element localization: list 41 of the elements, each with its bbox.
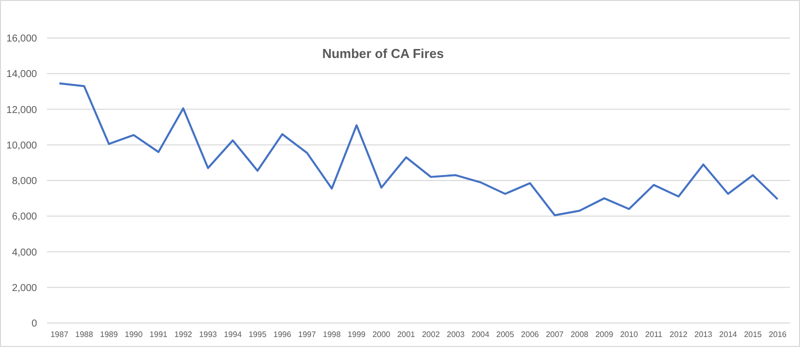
x-tick-label: 1990 xyxy=(124,330,144,339)
x-tick-label: 2003 xyxy=(446,330,466,339)
y-tick-label: 6,000 xyxy=(12,212,38,223)
x-tick-label: 2002 xyxy=(422,330,440,339)
x-tick-label: 1987 xyxy=(50,330,69,339)
x-tick-label: 2008 xyxy=(570,330,589,339)
x-tick-label: 2013 xyxy=(694,330,713,339)
x-tick-label: 1989 xyxy=(100,330,118,339)
x-tick-label: 1993 xyxy=(199,330,218,339)
x-tick-label: 1995 xyxy=(248,330,267,339)
x-tick-label: 2001 xyxy=(397,330,416,339)
y-tick-label: 8,000 xyxy=(12,176,38,187)
y-tick-label: 14,000 xyxy=(6,69,38,80)
y-tick-label: 4,000 xyxy=(12,247,38,258)
x-tick-label: 2006 xyxy=(521,330,540,339)
y-tick-label: 10,000 xyxy=(6,140,38,152)
x-tick-label: 1999 xyxy=(348,330,366,339)
x-tick-label: 1992 xyxy=(174,330,193,339)
y-tick-label: 12,000 xyxy=(6,104,38,116)
y-tick-label: 16,000 xyxy=(6,34,38,44)
x-tick-label: 2014 xyxy=(719,330,738,339)
x-tick-label: 2012 xyxy=(670,330,688,339)
x-tick-label: 2016 xyxy=(768,330,788,339)
x-tick-label: 2004 xyxy=(472,330,490,339)
x-tick-label: 1991 xyxy=(150,330,168,339)
x-tick-label: 2010 xyxy=(620,330,638,339)
y-tick-label: 0 xyxy=(31,318,38,330)
x-tick-label: 1988 xyxy=(75,330,94,339)
y-tick-label: 2,000 xyxy=(12,282,38,294)
text: Number of CA Fires xyxy=(322,46,444,61)
x-tick-label: 1996 xyxy=(273,330,292,339)
x-tick-label: 2007 xyxy=(546,330,564,339)
x-tick-label: 2009 xyxy=(595,330,614,339)
x-tick-label: 2015 xyxy=(744,330,762,339)
x-tick-label: 2005 xyxy=(496,330,515,339)
line-series xyxy=(58,82,779,216)
x-tick-label: 2000 xyxy=(372,330,391,339)
x-tick-label: 1998 xyxy=(322,330,342,339)
x-tick-label: 2011 xyxy=(645,330,663,339)
x-tick-label: 1997 xyxy=(298,330,316,339)
x-tick-label: 1994 xyxy=(224,330,242,339)
